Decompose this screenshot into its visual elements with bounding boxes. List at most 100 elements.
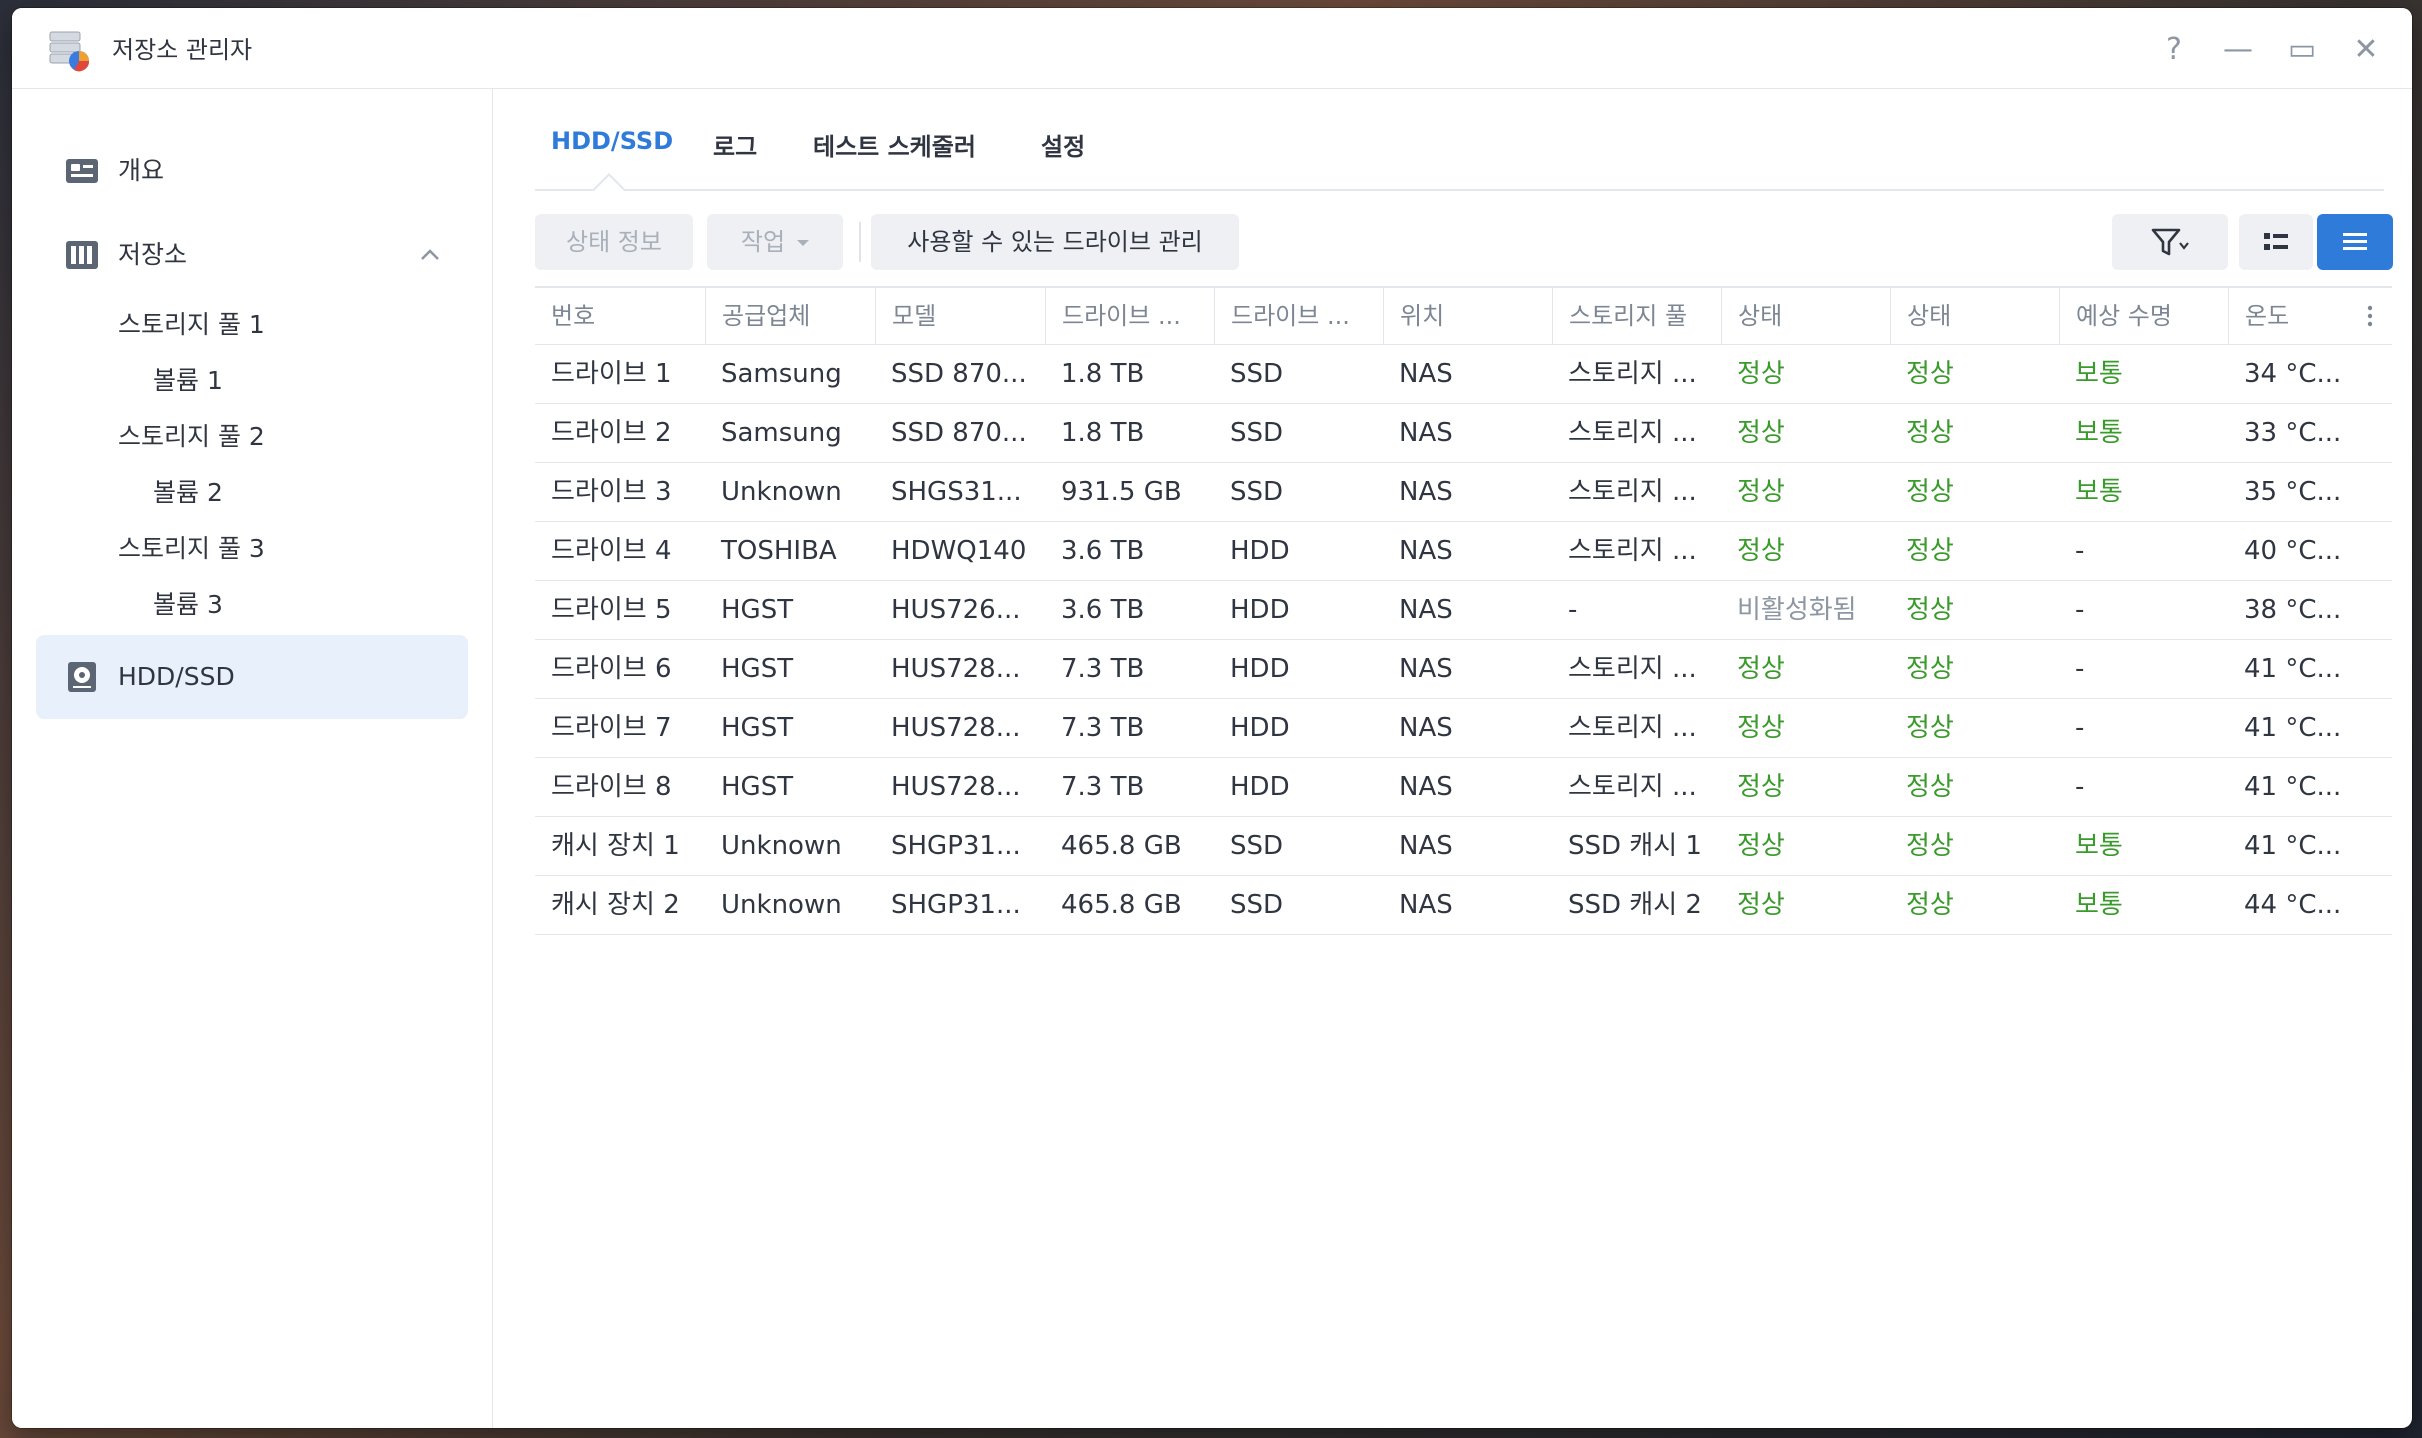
- manage-available-drives-button[interactable]: 사용할 수 있는 드라이브 관리: [871, 214, 1239, 270]
- list-view-button[interactable]: [2317, 214, 2393, 270]
- sidebar-item-volume-3[interactable]: 볼륨 3: [153, 590, 223, 619]
- table-row[interactable]: 드라이브 3 Unknown SHGS31... 931.5 GB SSD NAS 스토리지…: [535, 463, 2392, 522]
- table-body: 드라이브 1 Samsung SSD 870... 1.8 TB SSD NAS 스토리지 …: [535, 345, 2392, 935]
- caret-down-icon: [797, 240, 810, 246]
- cell-health-status: 정상: [1906, 418, 1954, 448]
- overview-icon: [66, 159, 98, 183]
- table-row[interactable]: 드라이브 8 HGST HUS728... 7.3 TB HDD NAS 스토리지 ... 정…: [535, 758, 2392, 817]
- cell-location: NAS: [1399, 831, 1453, 861]
- cell-vendor: HGST: [721, 713, 794, 743]
- status-info-button[interactable]: 상태 정보: [535, 214, 693, 270]
- table-row[interactable]: 드라이브 1 Samsung SSD 870... 1.8 TB SSD NAS 스토리지 …: [535, 345, 2392, 404]
- column-header-temperature[interactable]: 온도: [2228, 288, 2392, 344]
- table-row[interactable]: 드라이브 4 TOSHIBA HDWQ140 3.6 TB HDD NAS 스토리지 ...…: [535, 522, 2392, 581]
- cell-drive-size: 465.8 GB: [1061, 890, 1182, 920]
- cell-allocation-status: 정상: [1737, 477, 1785, 507]
- cell-allocation-status: 정상: [1737, 890, 1785, 920]
- cell-storage-pool: SSD 캐시 1: [1568, 831, 1702, 861]
- sidebar-item-label: 개요: [118, 156, 165, 185]
- column-header-drive-type[interactable]: 드라이브 ...: [1214, 288, 1383, 344]
- action-dropdown-button[interactable]: 작업: [707, 214, 843, 270]
- column-header-drive-size[interactable]: 드라이브 ...: [1045, 288, 1214, 344]
- cell-drive-size: 7.3 TB: [1061, 654, 1145, 684]
- toolbar: 상태 정보 작업 사용할 수 있는 드라이브 관리: [535, 214, 2393, 270]
- cell-location: NAS: [1399, 713, 1453, 743]
- column-header-location[interactable]: 위치: [1383, 288, 1552, 344]
- cell-storage-pool: -: [1568, 595, 1578, 625]
- cell-number: 캐시 장치 1: [551, 831, 680, 861]
- help-icon[interactable]: ?: [2166, 32, 2182, 67]
- sidebar-item-label: HDD/SSD: [118, 662, 235, 691]
- sidebar-item-volume-2[interactable]: 볼륨 2: [153, 478, 223, 507]
- cell-drive-size: 931.5 GB: [1061, 477, 1182, 507]
- column-header-model[interactable]: 모델: [875, 288, 1045, 344]
- filter-button[interactable]: [2112, 214, 2228, 270]
- active-tab-indicator: [592, 173, 626, 207]
- cell-allocation-status: 정상: [1737, 359, 1785, 389]
- cell-estimated-lifespan: -: [2075, 713, 2085, 743]
- cell-estimated-lifespan: -: [2075, 654, 2085, 684]
- tab-test-scheduler[interactable]: 테스트 스케줄러: [813, 133, 976, 161]
- chevron-up-icon[interactable]: [416, 241, 444, 269]
- cell-vendor: Samsung: [721, 418, 842, 448]
- column-header-health-status[interactable]: 상태: [1890, 288, 2059, 344]
- table-row[interactable]: 드라이브 6 HGST HUS728... 7.3 TB HDD NAS 스토리지 ... 정…: [535, 640, 2392, 699]
- cell-storage-pool: 스토리지 ...: [1568, 713, 1697, 743]
- cell-temperature: 34 °C...: [2244, 359, 2342, 389]
- main-content: HDD/SSD 로그 테스트 스케줄러 설정 상태 정보 작업 사용할 수 있는…: [493, 89, 2412, 1428]
- cell-number: 드라이브 2: [551, 418, 672, 448]
- cell-vendor: HGST: [721, 772, 794, 802]
- column-options-icon[interactable]: [2358, 302, 2382, 330]
- column-header-allocation-status[interactable]: 상태: [1721, 288, 1890, 344]
- cell-number: 드라이브 5: [551, 595, 672, 625]
- cell-model: SSD 870...: [891, 359, 1027, 389]
- sidebar-item-storage-pool-2[interactable]: 스토리지 풀 2: [118, 422, 265, 451]
- cell-allocation-status: 비활성화됨: [1737, 595, 1857, 625]
- sidebar-item-storage-pool-1[interactable]: 스토리지 풀 1: [118, 310, 265, 339]
- sidebar-item-storage[interactable]: 저장소: [36, 213, 468, 297]
- cell-estimated-lifespan: 보통: [2075, 359, 2123, 389]
- sidebar: 개요 저장소 스토리지 풀 1 볼륨 1 스토리지 풀 2 볼륨 2 스토리지 …: [12, 89, 493, 1428]
- sidebar-item-storage-pool-3[interactable]: 스토리지 풀 3: [118, 534, 265, 563]
- cell-temperature: 40 °C...: [2244, 536, 2342, 566]
- table-header-row: 번호 공급업체 모델 드라이브 ... 드라이브 ... 위치 스토리지 풀 상태 상태 예상 수…: [535, 286, 2392, 345]
- table-row[interactable]: 드라이브 5 HGST HUS726... 3.6 TB HDD NAS - 비활성화됨 정상 -…: [535, 581, 2392, 640]
- cell-allocation-status: 정상: [1737, 418, 1785, 448]
- table-row[interactable]: 캐시 장치 1 Unknown SHGP31... 465.8 GB SSD NAS SSD…: [535, 817, 2392, 876]
- cell-location: NAS: [1399, 418, 1453, 448]
- cell-number: 드라이브 8: [551, 772, 672, 802]
- table-row[interactable]: 드라이브 7 HGST HUS728... 7.3 TB HDD NAS 스토리지 ... 정…: [535, 699, 2392, 758]
- cell-estimated-lifespan: 보통: [2075, 890, 2123, 920]
- cell-temperature: 41 °C...: [2244, 654, 2342, 684]
- cell-allocation-status: 정상: [1737, 772, 1785, 802]
- sidebar-item-overview[interactable]: 개요: [36, 129, 468, 213]
- cell-location: NAS: [1399, 595, 1453, 625]
- cell-number: 드라이브 1: [551, 359, 672, 389]
- column-header-storage-pool[interactable]: 스토리지 풀: [1552, 288, 1721, 344]
- cell-temperature: 38 °C...: [2244, 595, 2342, 625]
- cell-drive-size: 7.3 TB: [1061, 772, 1145, 802]
- close-icon[interactable]: ✕: [2353, 32, 2379, 67]
- tab-hdd-ssd[interactable]: HDD/SSD: [551, 127, 674, 155]
- minimize-icon[interactable]: —: [2223, 32, 2253, 67]
- sidebar-item-volume-1[interactable]: 볼륨 1: [153, 366, 223, 395]
- table-row[interactable]: 캐시 장치 2 Unknown SHGP31... 465.8 GB SSD NAS SSD…: [535, 876, 2392, 935]
- cell-drive-type: HDD: [1230, 536, 1290, 566]
- column-header-estimated-lifespan[interactable]: 예상 수명: [2059, 288, 2228, 344]
- tab-log[interactable]: 로그: [713, 133, 758, 161]
- cell-storage-pool: 스토리지 ...: [1568, 654, 1697, 684]
- tab-settings[interactable]: 설정: [1041, 133, 1086, 161]
- grid-view-button[interactable]: [2239, 214, 2313, 270]
- cell-drive-size: 3.6 TB: [1061, 536, 1145, 566]
- cell-location: NAS: [1399, 359, 1453, 389]
- cell-estimated-lifespan: -: [2075, 772, 2085, 802]
- column-header-number[interactable]: 번호: [551, 302, 596, 330]
- storage-icon: [66, 241, 98, 269]
- cell-location: NAS: [1399, 654, 1453, 684]
- sidebar-item-hdd-ssd[interactable]: HDD/SSD: [36, 635, 468, 719]
- cell-model: SHGP31...: [891, 890, 1021, 920]
- column-header-vendor[interactable]: 공급업체: [705, 288, 875, 344]
- maximize-icon[interactable]: ▭: [2287, 32, 2317, 67]
- table-row[interactable]: 드라이브 2 Samsung SSD 870... 1.8 TB SSD NAS 스토리지 …: [535, 404, 2392, 463]
- cell-number: 드라이브 3: [551, 477, 672, 507]
